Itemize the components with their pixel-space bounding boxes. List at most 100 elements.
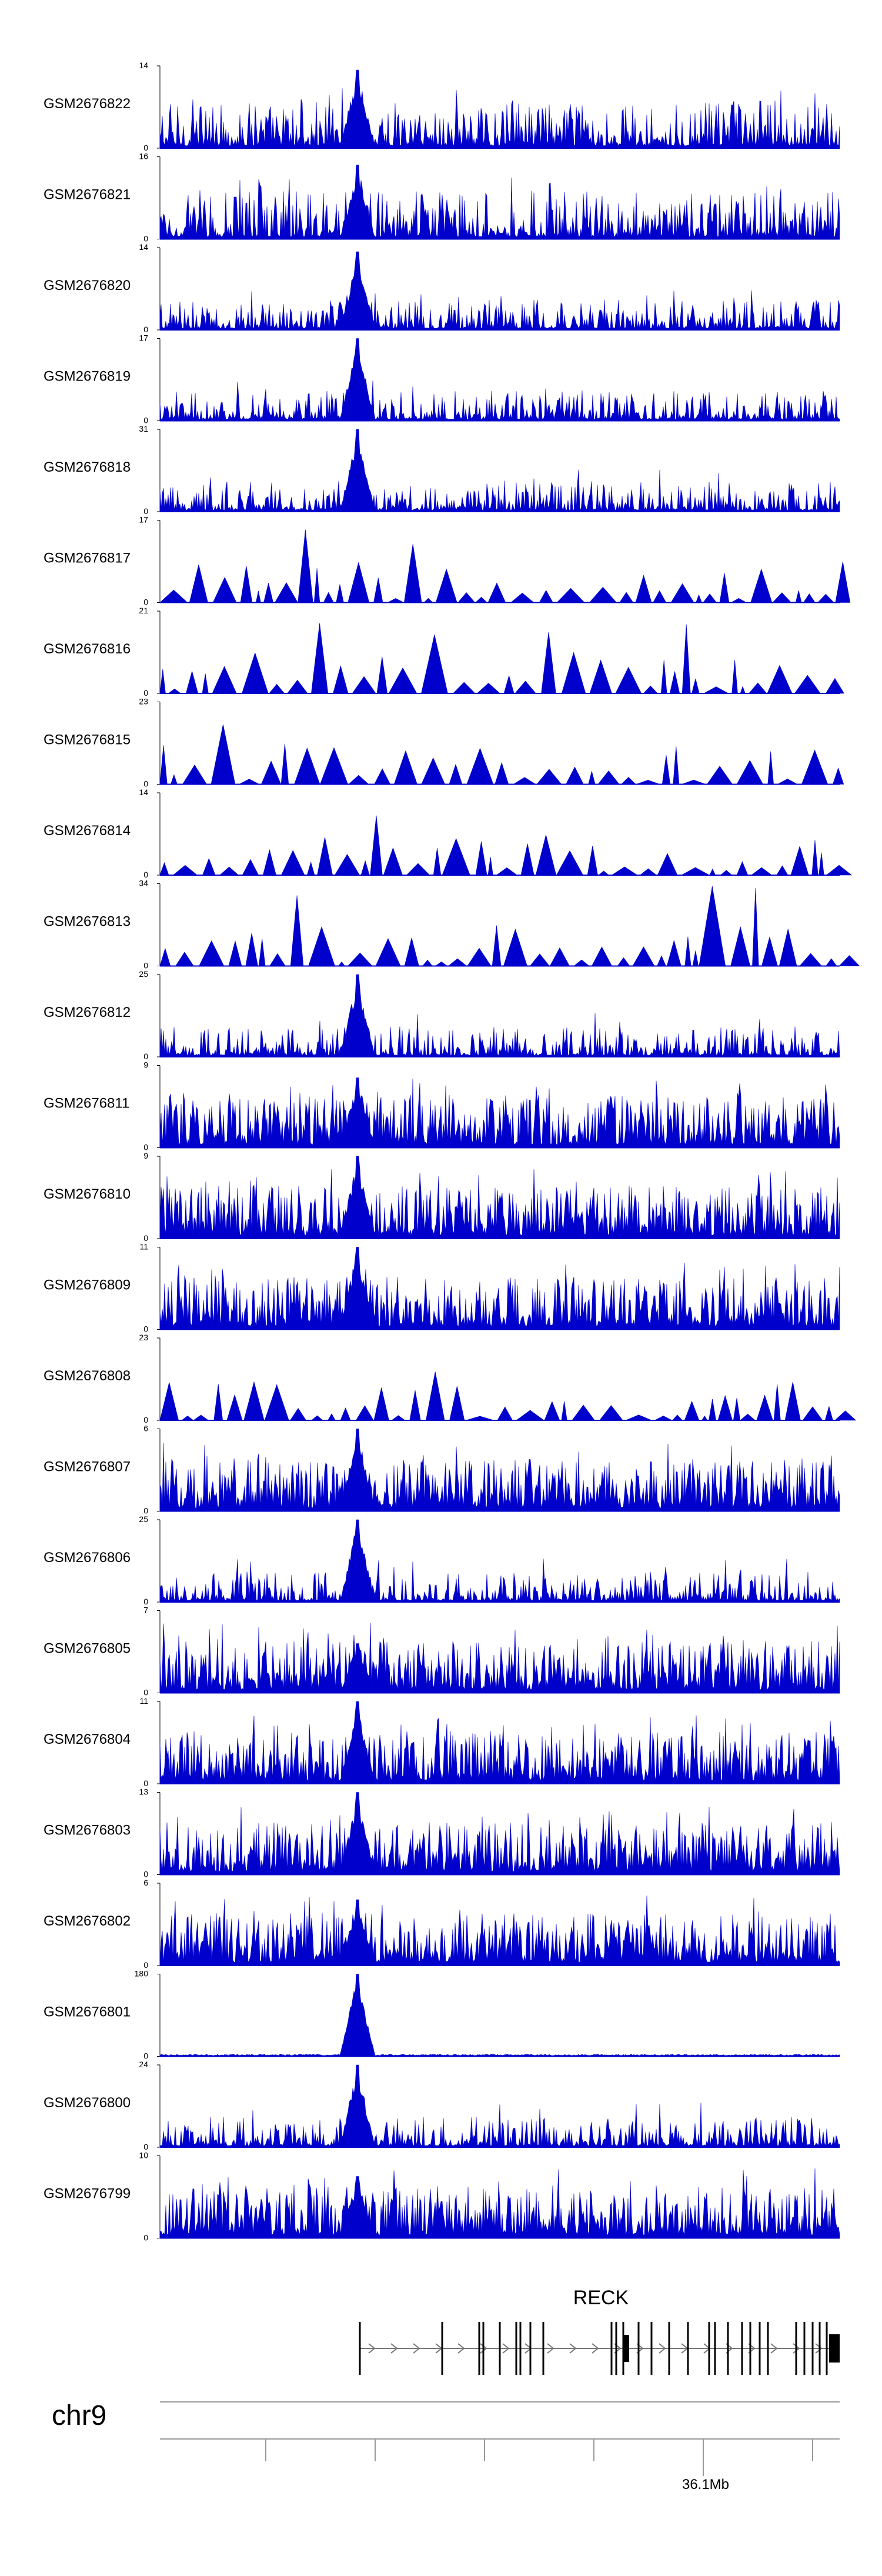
signal-track: GSM2676804 11 0: [44, 1696, 840, 1788]
signal-track: GSM2676808 23 0: [44, 1333, 857, 1424]
exon: [519, 2322, 522, 2375]
exon: [499, 2322, 501, 2375]
exon: [727, 2322, 729, 2375]
strand-chevron: [815, 2343, 823, 2354]
signal-track: GSM2676812 25 0: [44, 969, 840, 1061]
track-label: GSM2676819: [44, 369, 131, 385]
signal-track: GSM2676822 14 0: [44, 61, 840, 152]
signal-area: [159, 1792, 840, 1875]
signal-track: GSM2676820 14 0: [44, 242, 840, 334]
signal-area: [159, 529, 851, 603]
y-min-label: 0: [143, 2233, 148, 2243]
signal-area: [159, 429, 840, 512]
exon-coding: [829, 2334, 840, 2363]
track-label: GSM2676803: [44, 1823, 131, 1838]
signal-area: [159, 1896, 840, 1966]
signal-track: GSM2676818 31 0: [44, 424, 840, 516]
y-max-label: 17: [139, 515, 148, 525]
signal-track: GSM2676816 21 0: [44, 606, 844, 698]
gene-name: RECK: [573, 2287, 629, 2309]
y-max-label: 14: [139, 61, 148, 70]
signal-track: GSM2676815 23 0: [44, 697, 844, 789]
y-min-label: 0: [143, 961, 148, 970]
exon: [359, 2322, 361, 2375]
exon: [615, 2322, 617, 2375]
exon: [818, 2322, 821, 2375]
signal-track: GSM2676814 14 0: [44, 788, 853, 879]
signal-area: [159, 165, 840, 239]
y-max-label: 34: [139, 879, 148, 888]
y-min-label: 0: [143, 1052, 148, 1061]
track-label: GSM2676806: [44, 1550, 131, 1566]
signal-area: [159, 1974, 840, 2057]
exon: [637, 2322, 640, 2375]
track-label: GSM2676814: [44, 823, 131, 839]
track-label: GSM2676804: [44, 1731, 131, 1747]
y-max-label: 16: [139, 152, 148, 161]
y-max-label: 6: [143, 1424, 148, 1433]
y-max-label: 14: [139, 242, 148, 252]
signal-track: GSM2676799 10 0: [44, 2151, 840, 2243]
exon: [759, 2322, 761, 2375]
exon: [441, 2322, 443, 2375]
signal-area: [159, 724, 844, 785]
y-min-label: 0: [143, 1597, 148, 1606]
y-max-label: 25: [139, 969, 148, 979]
scale-position-label: 36.1Mb: [682, 2477, 729, 2492]
strand-chevron: [547, 2343, 554, 2354]
y-max-label: 10: [139, 2151, 148, 2160]
y-max-label: 14: [139, 788, 148, 797]
exon: [515, 2322, 517, 2375]
strand-chevron: [770, 2343, 778, 2354]
track-label: GSM2676820: [44, 278, 131, 293]
exon: [714, 2322, 716, 2375]
track-label: GSM2676821: [44, 187, 131, 203]
y-max-label: 9: [143, 1060, 148, 1070]
y-max-label: 9: [143, 1151, 148, 1160]
y-min-label: 0: [143, 598, 148, 607]
y-max-label: 11: [139, 1242, 148, 1252]
signal-track: GSM2676806 25 0: [44, 1514, 840, 1606]
y-max-label: 6: [143, 1878, 148, 1887]
y-max-label: 24: [139, 2060, 148, 2069]
y-max-label: 21: [139, 606, 148, 615]
track-label: GSM2676813: [44, 914, 131, 930]
track-label: GSM2676810: [44, 1186, 131, 1202]
track-label: GSM2676805: [44, 1641, 131, 1657]
exon-coding: [623, 2335, 629, 2362]
signal-area: [159, 69, 840, 149]
signal-area: [159, 1156, 840, 1239]
signal-area: [159, 974, 840, 1057]
signal-track: GSM2676817 17 0: [44, 515, 851, 607]
signal-area: [159, 2064, 840, 2148]
signal-track: GSM2676810 9 0: [44, 1151, 840, 1243]
exon: [749, 2322, 751, 2375]
y-min-label: 0: [143, 1233, 148, 1243]
y-max-label: 23: [139, 697, 148, 706]
y-min-label: 0: [143, 1324, 148, 1334]
signal-area: [159, 1372, 857, 1421]
signal-area: [159, 1519, 840, 1603]
exon: [795, 2322, 797, 2375]
track-label: GSM2676807: [44, 1459, 131, 1475]
y-min-label: 0: [143, 416, 148, 425]
signal-track: GSM2676805 7 0: [44, 1606, 840, 1697]
y-min-label: 0: [143, 2051, 148, 2061]
exon: [687, 2322, 689, 2375]
y-min-label: 0: [143, 1778, 148, 1788]
signal-area: [159, 1701, 840, 1784]
signal-area: [159, 1247, 840, 1330]
y-min-label: 0: [143, 143, 148, 152]
strand-chevron: [569, 2343, 577, 2354]
exon: [650, 2322, 653, 2375]
signal-track: GSM2676807 6 0: [44, 1424, 840, 1516]
strand-chevron: [502, 2343, 510, 2354]
signal-track: GSM2676800 24 0: [44, 2060, 840, 2151]
y-max-label: 23: [139, 1333, 148, 1342]
strand-chevron: [368, 2343, 376, 2354]
y-min-label: 0: [143, 234, 148, 243]
strand-chevron: [659, 2343, 666, 2354]
signal-area: [159, 338, 840, 421]
y-min-label: 0: [143, 688, 148, 698]
